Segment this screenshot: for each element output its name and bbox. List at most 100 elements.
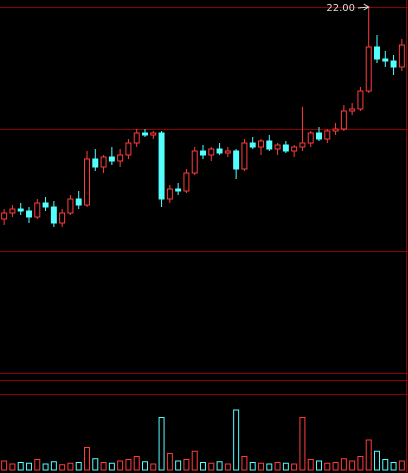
candle-body [1, 212, 8, 220]
volume-bar [374, 450, 380, 471]
candle-body [9, 208, 16, 214]
volume-bar [158, 417, 165, 471]
candle-body [34, 202, 41, 218]
volume-bar [241, 456, 248, 471]
volume-bar [282, 462, 289, 471]
candle-body [274, 144, 281, 150]
candle-body [398, 44, 405, 68]
candle-body [233, 150, 240, 170]
volume-bar [390, 462, 397, 471]
candle-body [291, 146, 298, 152]
candle-body [266, 140, 273, 150]
candle-body [133, 132, 140, 144]
volume-bar [365, 439, 372, 471]
candle-body [316, 132, 322, 140]
volume-bar [299, 417, 306, 471]
volume-bar [357, 456, 364, 471]
volume-bar [125, 459, 132, 471]
volume-bar [26, 462, 32, 471]
volume-bar [183, 459, 190, 471]
volume-bar [200, 462, 206, 471]
candle-body [216, 148, 223, 154]
candle-body [374, 46, 380, 60]
volume-bar [92, 458, 99, 471]
candle-body [26, 210, 32, 218]
volume-bar [75, 462, 82, 471]
volume-bar [84, 447, 90, 471]
volume-bar [332, 462, 339, 471]
volume-bar [216, 461, 223, 471]
volume-bar [166, 453, 173, 471]
volume-bar [59, 464, 66, 471]
candle-body [324, 130, 331, 140]
candle-body [100, 156, 107, 168]
candle-body [307, 132, 314, 144]
volume-bar [324, 462, 331, 471]
volume-bar [100, 462, 107, 471]
volume-bar [307, 459, 314, 471]
volume-bar [133, 456, 140, 471]
volume-bar [316, 460, 322, 471]
volume-bar [1, 460, 8, 471]
candle-body [158, 132, 165, 200]
volume-bar [291, 463, 298, 471]
candle-body [175, 188, 182, 192]
candle-body [142, 132, 148, 136]
candle-body [108, 156, 115, 162]
candle-body [17, 208, 24, 212]
candle-body [59, 212, 66, 224]
candle-body [365, 46, 372, 92]
candle-body [92, 158, 99, 168]
candle-body [340, 110, 347, 130]
candle-body [125, 142, 132, 156]
candle-body [357, 90, 364, 110]
candle-body [183, 172, 190, 192]
volume-bar [382, 459, 389, 471]
annotation-arrow [357, 6, 369, 9]
annotation-arrowhead [363, 3, 370, 11]
volume-bar [175, 460, 182, 471]
volume-bar [150, 463, 157, 471]
candle-body [258, 140, 264, 148]
candle-body [150, 132, 157, 136]
volume-bar [191, 450, 198, 471]
candle-body [390, 60, 397, 68]
volume-bar [208, 462, 215, 471]
candle-body [241, 142, 248, 170]
volume-bar [67, 462, 74, 471]
volume-bar [42, 463, 49, 471]
candle-body [282, 144, 289, 152]
candle-body [349, 108, 356, 112]
candle-body [208, 148, 215, 156]
volume-bar [117, 460, 124, 471]
candle-body [382, 58, 389, 62]
candle-body [50, 206, 57, 224]
candle-body [299, 142, 306, 148]
volume-bar [34, 459, 41, 471]
volume-bar [108, 462, 115, 471]
candle-body [117, 154, 124, 162]
candle-body [42, 202, 49, 208]
volume-bar [349, 460, 356, 471]
candle-body [191, 150, 198, 174]
candle-body [249, 142, 256, 148]
candle-body [332, 128, 339, 132]
volume-bar [274, 462, 281, 471]
volume-bar [266, 463, 273, 471]
candle-body [224, 150, 231, 154]
volume-bar [340, 458, 347, 471]
volume-bar [142, 461, 148, 471]
candle-body [200, 150, 206, 156]
volume-bar [17, 462, 24, 471]
candle-body [84, 158, 90, 206]
volume-bar [50, 461, 57, 471]
volume-bar [398, 460, 405, 471]
candle-body [166, 188, 173, 200]
volume-bar [224, 463, 231, 471]
candle-body [75, 198, 82, 206]
candle-body [67, 198, 74, 214]
volume-bar [233, 409, 240, 471]
